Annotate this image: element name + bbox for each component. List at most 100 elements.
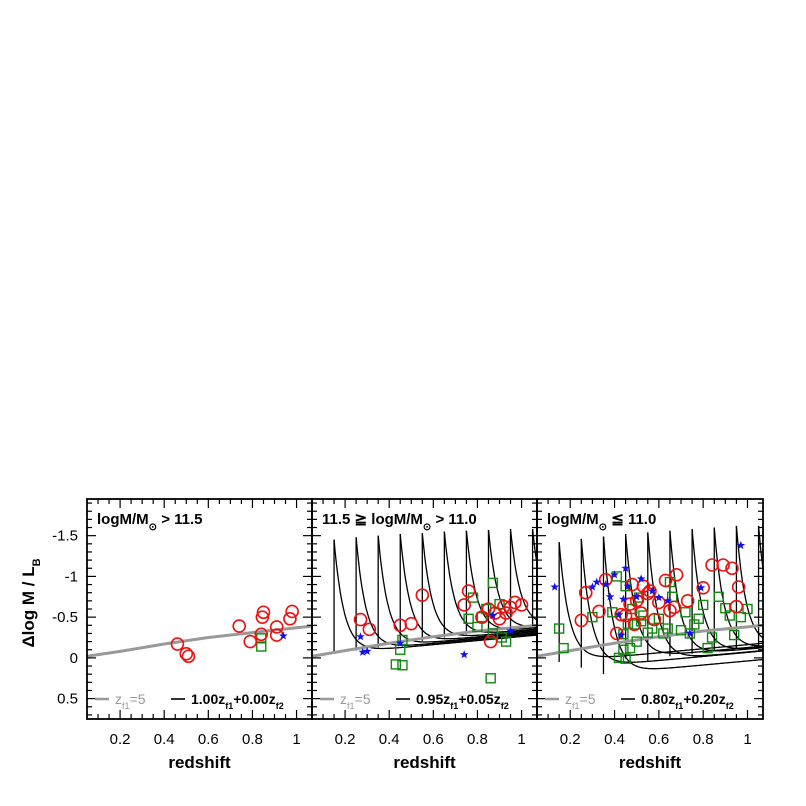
star-point bbox=[685, 628, 695, 638]
y-tick-label: 0 bbox=[70, 650, 78, 667]
star-point bbox=[636, 574, 646, 583]
circle-point bbox=[716, 558, 730, 572]
circle-point bbox=[623, 597, 637, 611]
star-point bbox=[356, 632, 365, 641]
y-tick-label: -0.5 bbox=[52, 609, 78, 626]
model-curve bbox=[509, 529, 537, 621]
legend-ssp-label: zf1=5 bbox=[340, 691, 371, 711]
x-axis-label: redshift bbox=[619, 753, 682, 772]
legend-model-label: 0.80zf1+0.20zf2 bbox=[641, 691, 734, 711]
circle-point bbox=[461, 584, 476, 598]
square-point bbox=[487, 577, 499, 589]
x-tick-label: 0.2 bbox=[110, 731, 131, 748]
ssp-curve bbox=[87, 624, 312, 658]
panels: 0.2 0.4 0.6 0.8 1 0.5 0 -0.5 -1 -1.5 redshift logM/… bbox=[52, 498, 764, 772]
circle-point bbox=[508, 595, 522, 610]
panel-3: 0.2 0.4 0.6 0.8 1 redshift logM/M⊙ ≦ 11.0 zf1=5… bbox=[536, 498, 764, 772]
star-point bbox=[647, 586, 657, 595]
panel-frame bbox=[536, 498, 764, 720]
x-tick-label: 0.6 bbox=[198, 731, 219, 748]
square-point bbox=[397, 660, 408, 671]
circle-point bbox=[731, 580, 746, 594]
star-point bbox=[358, 647, 367, 656]
circle-point bbox=[362, 622, 377, 637]
circle-point bbox=[647, 612, 662, 627]
star-point bbox=[619, 594, 628, 603]
panel-1: 0.2 0.4 0.6 0.8 1 0.5 0 -0.5 -1 -1.5 redshift logM/… bbox=[52, 498, 313, 772]
circle-point bbox=[680, 594, 695, 608]
circle-point bbox=[609, 626, 624, 641]
circle-point bbox=[404, 616, 419, 631]
model-curve bbox=[713, 527, 763, 647]
square-point bbox=[647, 623, 658, 634]
square-point bbox=[706, 632, 718, 643]
square-point bbox=[702, 642, 713, 654]
circle-point bbox=[729, 599, 744, 614]
star-point bbox=[588, 582, 597, 591]
square-point bbox=[713, 591, 724, 602]
x-tick-label: 0.6 bbox=[648, 731, 669, 748]
model-curve bbox=[558, 542, 763, 658]
star-point bbox=[279, 631, 288, 640]
legend-model-label: 0.95zf1+0.05zf2 bbox=[416, 691, 509, 711]
star-point bbox=[623, 581, 633, 590]
panel-title-sub: ⊙ bbox=[423, 522, 431, 533]
star-point bbox=[610, 570, 619, 579]
circle-point bbox=[725, 561, 739, 576]
circle-point bbox=[643, 584, 657, 598]
y-axis-label-sub: B bbox=[31, 558, 43, 566]
square-point bbox=[472, 621, 483, 633]
panel-title-rest: > 11.5 bbox=[157, 511, 202, 528]
legend-ssp-label: zf1=5 bbox=[115, 691, 146, 711]
x-tick-label: 0.4 bbox=[604, 731, 625, 748]
circle-point bbox=[475, 610, 489, 624]
circle-point bbox=[667, 600, 682, 615]
circle-point bbox=[255, 610, 270, 624]
panel-title-sub: ⊙ bbox=[149, 522, 157, 533]
panel-title-sub: ⊙ bbox=[599, 522, 607, 533]
circle-point bbox=[481, 602, 496, 616]
square-point bbox=[662, 623, 673, 634]
model-curve bbox=[531, 529, 537, 568]
circle-point bbox=[254, 627, 269, 642]
star-point bbox=[550, 582, 559, 591]
star-point bbox=[506, 626, 515, 635]
plot-area bbox=[537, 525, 763, 675]
star-point bbox=[654, 593, 664, 602]
star-point bbox=[696, 583, 706, 592]
star-point bbox=[605, 592, 615, 601]
square-point bbox=[638, 610, 649, 621]
circle-point bbox=[285, 604, 299, 619]
square-point bbox=[724, 610, 735, 621]
panel-title: 11.5 ≧ logM/M⊙ > 11.0 bbox=[322, 511, 477, 533]
model-curve bbox=[443, 531, 537, 633]
model-curve bbox=[487, 529, 537, 628]
star-point bbox=[736, 540, 746, 550]
circle-point bbox=[256, 605, 271, 620]
plot-area bbox=[87, 604, 312, 664]
circle-point bbox=[663, 603, 677, 618]
circle-point bbox=[514, 598, 529, 612]
x-tick-label: 0.8 bbox=[467, 731, 488, 748]
circle-point bbox=[574, 613, 589, 628]
square-point bbox=[728, 629, 740, 641]
square-point bbox=[390, 659, 402, 670]
circle-point bbox=[179, 647, 194, 661]
circle-point bbox=[243, 634, 258, 649]
circle-point bbox=[269, 620, 284, 634]
circle-point bbox=[353, 612, 368, 627]
panel-title-rest: > 11.0 bbox=[431, 511, 476, 528]
square-point bbox=[607, 607, 618, 618]
x-tick-label: 1 bbox=[292, 731, 300, 748]
x-tick-label: 0.8 bbox=[693, 731, 714, 748]
circle-point bbox=[658, 573, 673, 588]
circle-point bbox=[283, 611, 297, 626]
model-curve bbox=[691, 529, 763, 650]
star-point bbox=[616, 630, 626, 639]
circle-point bbox=[627, 617, 642, 632]
model-curve bbox=[757, 525, 763, 574]
x-tick-label: 0.6 bbox=[423, 731, 444, 748]
panel-title-rest: ≦ 11.0 bbox=[607, 511, 656, 528]
circle-point bbox=[457, 598, 472, 612]
star-point bbox=[632, 592, 641, 601]
